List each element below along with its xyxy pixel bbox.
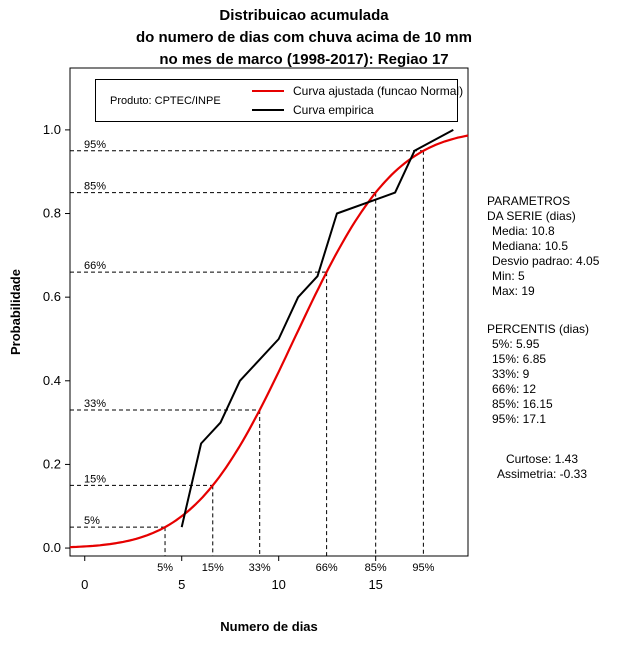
x-tick-label: 15 (368, 577, 382, 592)
stat-min: Min: 5 (492, 269, 525, 283)
y-tick-label: 0.0 (43, 540, 61, 555)
params-title-line1: PARAMETROS (487, 194, 571, 208)
percentil-5: 5%: 5.95 (492, 337, 540, 351)
legend-entries: Curva ajustada (funcao Normal) Curva emp… (252, 84, 463, 117)
stat-max: Max: 19 (492, 284, 535, 298)
plot-legend: Produto: CPTEC/INPE Curva ajustada (func… (95, 79, 463, 122)
y-tick-label: 0.4 (43, 373, 61, 388)
x-axis-title: Numero de dias (220, 619, 318, 634)
legend-entry-fitted: Curva ajustada (funcao Normal) (252, 84, 463, 98)
percentile-axis-label: 66% (316, 562, 338, 574)
empirical-curve-label: Curva empirica (293, 103, 374, 117)
stat-curtose: Curtose: 1.43 (505, 452, 579, 466)
chart-title: Distribuicao acumulada do numero de dias… (0, 5, 608, 71)
stat-media: Media: 10.8 (492, 224, 555, 238)
percentil-66: 66%: 12 (492, 382, 537, 396)
percentile-level-label: 33% (84, 398, 106, 410)
plot-generated-group: 0 5 10 15 0.0 0.2 0.4 0.6 0.8 1.0 5% 5% 15% 15% 33% 33%… (43, 67, 469, 592)
percentile-level-label: 85% (84, 181, 106, 193)
stat-desvio-padrao: Desvio padrao: 4.05 (492, 254, 600, 268)
legend-entry-empirical: Curva empirica (252, 103, 463, 117)
percentile-axis-label: 15% (202, 562, 224, 574)
chart-title-line3: no mes de marco (1998-2017): Regiao 17 (159, 51, 449, 68)
percentile-axis-label: 85% (365, 562, 387, 574)
fitted-curve-label: Curva ajustada (funcao Normal) (293, 84, 464, 98)
percentile-axis-label: 95% (412, 562, 434, 574)
stat-assimetria: Assimetria: -0.33 (496, 467, 588, 481)
y-tick-label: 0.2 (43, 456, 61, 471)
percentil-15: 15%: 6.85 (492, 352, 547, 366)
stat-mediana: Mediana: 10.5 (492, 239, 569, 253)
empirical-curve-line-sample (252, 109, 284, 111)
percentile-axis-label: 5% (157, 562, 173, 574)
stats-panel: PARAMETROS DA SERIE (dias) Media: 10.8 M… (487, 194, 640, 427)
percentis-title: PERCENTIS (dias) (487, 322, 590, 336)
y-tick-label: 0.6 (43, 289, 61, 304)
percentil-33: 33%: 9 (492, 367, 530, 381)
percentile-level-label: 95% (84, 139, 106, 151)
chart-title-line1: Distribuicao acumulada (219, 7, 389, 24)
kurtosis-block: Curtose: 1.43 Assimetria: -0.33 (458, 452, 626, 482)
percentil-95: 95%: 17.1 (492, 412, 547, 426)
y-tick-label: 0.8 (43, 206, 61, 221)
fitted-curve-line-sample (252, 90, 284, 92)
y-tick-label: 1.0 (43, 122, 61, 137)
percentil-85: 85%: 16.15 (492, 397, 553, 411)
percentile-axis-label: 33% (249, 562, 271, 574)
x-tick-label: 10 (271, 577, 285, 592)
empirical-curve (180, 129, 454, 528)
percentile-level-label: 66% (84, 260, 106, 272)
percentile-level-label: 15% (84, 473, 106, 485)
x-tick-label: 5 (178, 577, 185, 592)
params-title-line2: DA SERIE (dias) (487, 209, 576, 223)
plot-frame (69, 67, 469, 557)
percentile-level-label: 5% (84, 515, 100, 527)
chart-title-line2: do numero de dias com chuva acima de 10 … (136, 29, 472, 46)
fitted-curve (69, 134, 469, 549)
legend-product-label: Produto: CPTEC/INPE (110, 94, 221, 107)
x-tick-label: 0 (81, 577, 88, 592)
y-axis-title: Probabilidade (8, 269, 23, 355)
